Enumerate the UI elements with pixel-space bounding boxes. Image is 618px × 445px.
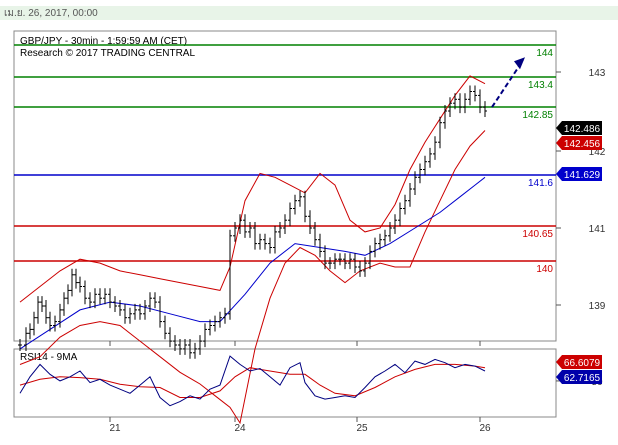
- date-bar: เม.ย. 26, 2017, 00:00: [0, 6, 618, 20]
- rsi-title: RSI14 - 9MA: [20, 352, 78, 363]
- price-tick-label: 142: [589, 147, 606, 158]
- forecast-arrow-head: [514, 57, 525, 70]
- time-tick-label: 26: [479, 423, 491, 434]
- price-tick-label: 143: [589, 68, 606, 79]
- rsi-panel-frame: [13, 348, 557, 418]
- forecast-arrow: [491, 59, 524, 108]
- upper-band-line: [19, 75, 486, 303]
- price-badge-label: 142.456: [564, 139, 601, 150]
- research-credit: Research © 2017 TRADING CENTRAL: [20, 48, 195, 59]
- price-badge: [556, 136, 602, 150]
- time-tick-label: 24: [234, 423, 246, 434]
- rsi-badge-label: 62.7165: [564, 373, 601, 384]
- date-label: เม.ย. 26, 2017, 00:00: [4, 8, 98, 19]
- price-tick-label: 139: [589, 301, 606, 312]
- level-label: 141.6: [528, 178, 553, 189]
- price-tick-label: 141: [589, 224, 606, 235]
- level-label: 144: [536, 48, 553, 59]
- main-panel-frame: [13, 30, 557, 342]
- price-axis-ticks: 143 142 141 139: [556, 68, 606, 312]
- level-label: 140.65: [522, 229, 553, 240]
- time-tick-label: 25: [356, 423, 368, 434]
- rsi-badge-label: 66.6079: [564, 358, 601, 369]
- rsi-badge: [556, 355, 602, 369]
- price-badge: [556, 167, 602, 181]
- price-bars: [18, 57, 525, 359]
- price-badge-label: 141.629: [564, 170, 601, 181]
- chart-title: GBP/JPY - 30min - 1:59:59 AM (CET): [20, 36, 187, 47]
- rsi-line: [19, 355, 486, 407]
- price-badges: 142.486 142.456 141.629: [556, 121, 602, 181]
- time-tick-label: 21: [109, 423, 121, 434]
- level-lines: 144 143.4 142.85 141.6 140.65 140: [14, 44, 556, 275]
- level-label: 143.4: [528, 80, 553, 91]
- rsi-ma-line: [19, 363, 486, 398]
- level-label: 140: [536, 264, 553, 275]
- lower-band-line: [19, 130, 486, 425]
- time-axis-ticks: 21 24 25 26: [109, 341, 491, 434]
- price-badge-label: 142.486: [564, 124, 601, 135]
- rsi-badge: [556, 370, 602, 384]
- price-badge: [556, 121, 602, 135]
- level-label: 142.85: [522, 110, 553, 121]
